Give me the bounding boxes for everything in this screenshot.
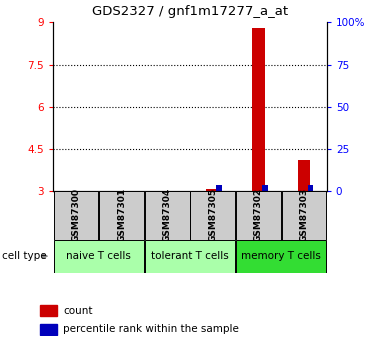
- Text: GSM87300: GSM87300: [71, 188, 81, 241]
- Text: tolerant T cells: tolerant T cells: [151, 251, 229, 261]
- Text: cell type: cell type: [2, 251, 46, 261]
- Text: percentile rank within the sample: percentile rank within the sample: [63, 325, 239, 334]
- Text: count: count: [63, 306, 93, 315]
- Bar: [99, 191, 144, 240]
- Text: GSM87302: GSM87302: [254, 188, 263, 242]
- Bar: [190, 191, 235, 240]
- Bar: [54, 191, 98, 240]
- Text: naive T cells: naive T cells: [66, 251, 131, 261]
- Bar: [282, 191, 326, 240]
- Text: GSM87301: GSM87301: [117, 188, 126, 242]
- Bar: [40, 324, 57, 335]
- Title: GDS2327 / gnf1m17277_a_at: GDS2327 / gnf1m17277_a_at: [92, 6, 288, 19]
- Bar: [236, 240, 326, 273]
- Bar: [236, 191, 281, 240]
- Bar: [145, 191, 190, 240]
- Bar: [217, 185, 222, 191]
- Text: GSM87304: GSM87304: [163, 188, 172, 242]
- Bar: [145, 240, 235, 273]
- Bar: [54, 240, 144, 273]
- Bar: [40, 305, 57, 316]
- Bar: [298, 160, 310, 191]
- Text: GSM87303: GSM87303: [299, 188, 309, 242]
- Bar: [206, 189, 219, 191]
- Bar: [308, 185, 313, 191]
- Text: memory T cells: memory T cells: [241, 251, 321, 261]
- Bar: [252, 28, 265, 191]
- Text: GSM87305: GSM87305: [208, 188, 217, 242]
- Bar: [262, 185, 268, 191]
